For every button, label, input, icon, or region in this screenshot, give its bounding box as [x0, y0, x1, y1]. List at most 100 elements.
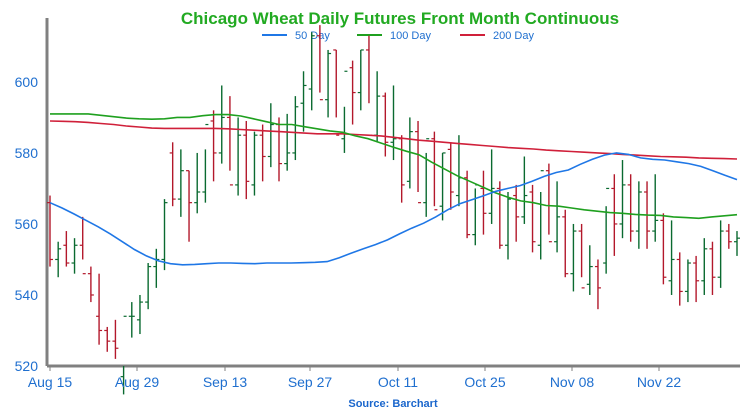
- moving-average-lines: [49, 113, 738, 266]
- price-bar: [611, 174, 618, 256]
- x-tick-label: Oct 11: [378, 374, 418, 390]
- price-bar: [537, 170, 544, 260]
- price-bar: [652, 174, 659, 242]
- price-bar: [153, 248, 160, 288]
- y-tick-label: 560: [15, 216, 39, 232]
- price-bar: [365, 35, 372, 136]
- chart-source: Source: Barchart: [348, 398, 438, 410]
- price-bar: [325, 49, 332, 118]
- price-bar: [63, 231, 70, 267]
- price-bar: [594, 259, 601, 310]
- price-bar: [488, 149, 495, 224]
- price-bar: [79, 216, 86, 275]
- price-bar: [676, 252, 683, 306]
- y-tick-label: 600: [15, 74, 39, 90]
- price-bar: [169, 142, 176, 207]
- price-bars: [47, 25, 740, 395]
- price-bar: [218, 85, 225, 164]
- price-bar: [554, 181, 561, 253]
- price-bar: [202, 123, 209, 203]
- price-bar: [684, 259, 691, 303]
- ma-line-100-day: [50, 113, 738, 220]
- price-bar: [562, 209, 569, 278]
- price-bar: [349, 60, 356, 125]
- price-bar: [226, 96, 233, 186]
- price-bar: [513, 184, 520, 242]
- price-bar: [333, 49, 340, 136]
- price-bar: [161, 199, 168, 271]
- price-bar: [251, 131, 258, 196]
- price-bar: [480, 170, 487, 235]
- price-bar: [194, 152, 201, 214]
- price-bar: [521, 156, 528, 224]
- price-bar: [341, 70, 348, 153]
- price-bar: [505, 192, 511, 260]
- price-bar: [603, 187, 610, 274]
- price-bar: [210, 110, 217, 182]
- price-bar: [447, 142, 454, 210]
- price-bar: [259, 124, 266, 182]
- price-bar: [439, 152, 446, 221]
- y-tick-label: 520: [15, 358, 39, 374]
- y-tick-label: 580: [15, 145, 39, 161]
- price-bar: [235, 117, 242, 196]
- price-bar: [292, 96, 299, 161]
- price-bar: [725, 223, 732, 249]
- axes: [45, 18, 740, 368]
- price-bar: [717, 220, 724, 288]
- price-bar: [586, 245, 593, 295]
- price-bar: [243, 120, 250, 200]
- price-bar: [276, 117, 282, 182]
- price-bar: [374, 71, 381, 143]
- price-bar: [357, 49, 364, 111]
- price-bar: [701, 238, 708, 295]
- price-bar: [186, 170, 193, 242]
- price-bar: [709, 241, 716, 295]
- price-bar: [128, 302, 135, 338]
- price-bar: [398, 135, 405, 203]
- price-bar: [627, 174, 634, 242]
- price-bar: [390, 85, 397, 161]
- y-axis: 520 540 560 580 600: [15, 74, 39, 374]
- price-bar: [136, 294, 143, 335]
- price-bar: [472, 184, 479, 246]
- price-bar: [177, 149, 184, 217]
- chart-title: Chicago Wheat Daily Futures Front Month …: [181, 9, 619, 28]
- price-bar: [464, 170, 471, 239]
- ma-line-50-day: [49, 152, 738, 266]
- x-tick-label: Aug 29: [115, 374, 160, 390]
- price-bar: [47, 195, 53, 267]
- x-tick-label: Sep 13: [203, 374, 248, 390]
- price-bar: [96, 273, 103, 345]
- price-bar: [308, 32, 315, 111]
- price-bar: [284, 113, 291, 171]
- x-tick-label: Aug 15: [28, 374, 73, 390]
- price-bar: [87, 266, 94, 303]
- price-bar: [120, 315, 127, 395]
- price-bar: [693, 255, 700, 303]
- price-bar: [455, 135, 462, 207]
- price-bar: [104, 326, 111, 352]
- price-bar: [431, 131, 438, 211]
- price-bar: [382, 92, 389, 157]
- price-bar: [112, 319, 119, 359]
- legend-label: 200 Day: [493, 30, 534, 42]
- x-tick-label: Oct 25: [464, 374, 505, 390]
- price-bar: [529, 184, 536, 253]
- price-bar: [423, 138, 430, 217]
- price-bar: [668, 220, 675, 295]
- x-tick-label: Nov 22: [637, 374, 682, 390]
- y-tick-label: 540: [15, 287, 39, 303]
- price-bar: [660, 213, 667, 285]
- price-bar: [300, 71, 307, 132]
- price-bar: [496, 181, 503, 249]
- price-bar: [415, 120, 422, 204]
- x-tick-label: Nov 08: [550, 374, 595, 390]
- price-bar: [570, 223, 577, 292]
- x-tick-label: Sep 27: [288, 374, 333, 390]
- price-bar: [316, 25, 323, 101]
- price-bar: [145, 263, 152, 310]
- x-axis: Aug 15 Aug 29 Sep 13 Sep 27 Oct 11 Oct 25 Nov …: [28, 366, 682, 390]
